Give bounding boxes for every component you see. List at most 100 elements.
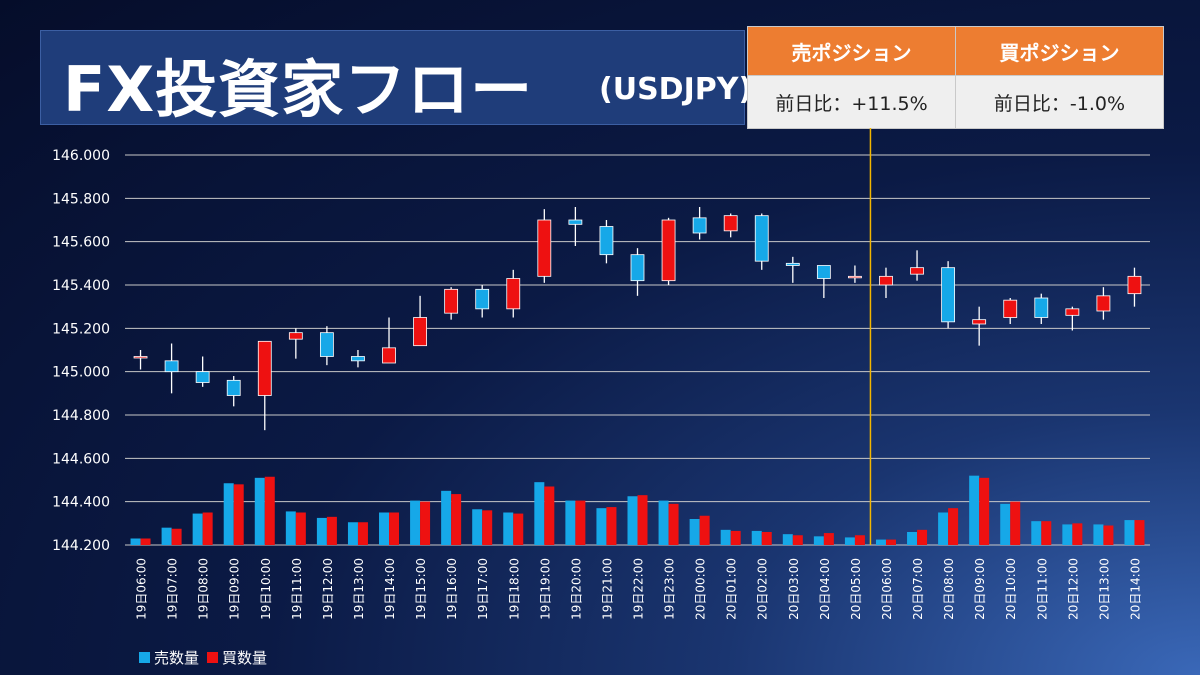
buy-volume-bar — [544, 486, 555, 545]
sell-volume-bar — [844, 537, 855, 545]
candle-body — [692, 217, 707, 234]
candle-body — [972, 319, 987, 325]
sell-volume-bar — [907, 532, 918, 545]
y-tick-label: 145.400 — [52, 278, 110, 294]
x-tick-label: 19日16:00 — [445, 558, 459, 620]
sell-volume-bar — [316, 517, 327, 545]
x-tick-label: 19日22:00 — [632, 558, 646, 620]
sell-volume-bar — [596, 508, 607, 545]
buy-volume-bar — [699, 515, 710, 545]
candle-body — [133, 356, 148, 359]
sell-volume-bar — [969, 475, 980, 545]
x-tick-label: 19日15:00 — [414, 558, 428, 620]
candle-body — [1034, 297, 1049, 318]
x-tick-label: 19日10:00 — [259, 558, 273, 620]
sell-volume-bar — [503, 512, 514, 545]
buy-volume-bar — [792, 535, 803, 545]
x-tick-label: 19日17:00 — [476, 558, 490, 620]
x-tick-label: 19日21:00 — [600, 558, 614, 620]
sell-volume-bar — [875, 539, 886, 545]
x-tick-label: 20日06:00 — [880, 558, 894, 620]
buy-volume-bar — [513, 513, 524, 545]
x-tick-label: 20日11:00 — [1035, 558, 1049, 620]
sell-volume-bar — [720, 529, 731, 545]
y-tick-label: 144.800 — [52, 408, 110, 424]
buy-volume-bar — [264, 476, 275, 545]
buy-volume-bar — [761, 532, 772, 545]
sell-position-change: 前日比：+11.5% — [747, 75, 956, 129]
legend-swatch-sell — [139, 651, 150, 663]
sell-volume-bar — [254, 477, 265, 545]
sell-volume-bar — [1124, 520, 1135, 545]
buy-volume-bar — [979, 477, 990, 545]
sell-volume-bar — [441, 490, 452, 545]
y-tick-label: 144.600 — [52, 451, 110, 467]
sell-volume-bar — [689, 519, 700, 545]
candle-body — [506, 278, 521, 310]
buy-volume-bar — [730, 530, 741, 545]
sell-volume-bar — [1062, 524, 1073, 545]
sell-volume-bar — [192, 513, 203, 545]
page-title: FX投資家フロー — [63, 53, 534, 126]
buy-volume-bar — [140, 538, 151, 545]
sell-volume-bar — [223, 483, 234, 545]
sell-volume-bar — [658, 500, 669, 545]
x-tick-label: 20日01:00 — [725, 558, 739, 620]
buy-volume-bar — [1010, 501, 1021, 545]
buy-volume-bar — [202, 512, 213, 545]
legend-label-sell: 売数量 — [154, 648, 200, 667]
buy-volume-bar — [295, 512, 306, 545]
candle-body — [164, 360, 179, 373]
x-tick-label: 20日12:00 — [1066, 558, 1080, 620]
x-tick-label: 19日13:00 — [352, 558, 366, 620]
y-tick-label: 146.000 — [52, 148, 110, 164]
x-tick-label: 20日14:00 — [1128, 558, 1142, 620]
x-tick-label: 20日13:00 — [1097, 558, 1111, 620]
x-tick-label: 20日00:00 — [694, 558, 708, 620]
candle-body — [1127, 275, 1142, 295]
sell-volume-bar — [627, 496, 638, 545]
x-tick-label: 19日23:00 — [663, 558, 677, 620]
buy-volume-bar — [948, 508, 959, 545]
buy-volume-bar — [1103, 525, 1114, 545]
buy-volume-bar — [1041, 521, 1052, 545]
legend-swatch-buy — [207, 651, 219, 663]
sell-volume-bar — [161, 527, 172, 545]
x-tick-label: 19日20:00 — [569, 558, 583, 620]
candle-body — [816, 265, 831, 279]
x-tick-label: 20日07:00 — [911, 558, 925, 620]
sell-volume-bar — [472, 509, 483, 545]
candle-body — [288, 332, 303, 340]
candle-body — [382, 347, 396, 364]
sell-volume-bar — [751, 530, 762, 545]
x-tick-label: 20日08:00 — [942, 558, 956, 620]
candle-body — [630, 254, 645, 282]
x-tick-label: 19日19:00 — [538, 558, 552, 620]
candle-body — [568, 219, 583, 225]
x-tick-label: 19日12:00 — [321, 558, 335, 620]
sell-volume-bar — [1031, 521, 1042, 545]
buy-volume-bar — [1072, 523, 1083, 545]
candle-body — [785, 262, 800, 266]
candle-body — [195, 371, 210, 383]
x-tick-label: 20日03:00 — [787, 558, 801, 620]
x-tick-label: 20日02:00 — [756, 558, 770, 620]
candle-body — [910, 267, 924, 275]
sell-volume-bar — [130, 538, 141, 545]
x-tick-label: 19日08:00 — [197, 558, 211, 620]
candle-body — [1003, 299, 1018, 318]
candle-body — [848, 275, 862, 279]
buy-volume-bar — [854, 535, 865, 545]
buy-volume-bar — [637, 495, 648, 545]
x-tick-label: 19日06:00 — [135, 558, 149, 620]
sell-volume-bar — [534, 482, 545, 545]
sell-volume-bar — [379, 512, 390, 545]
buy-volume-bar — [389, 512, 400, 545]
candle-body — [537, 219, 552, 277]
buy-volume-bar — [606, 507, 617, 545]
candle-body — [257, 340, 272, 396]
buy-volume-bar — [326, 516, 337, 545]
page-subtitle: (USDJPY) — [599, 72, 753, 107]
buy-volume-bar — [233, 484, 244, 545]
